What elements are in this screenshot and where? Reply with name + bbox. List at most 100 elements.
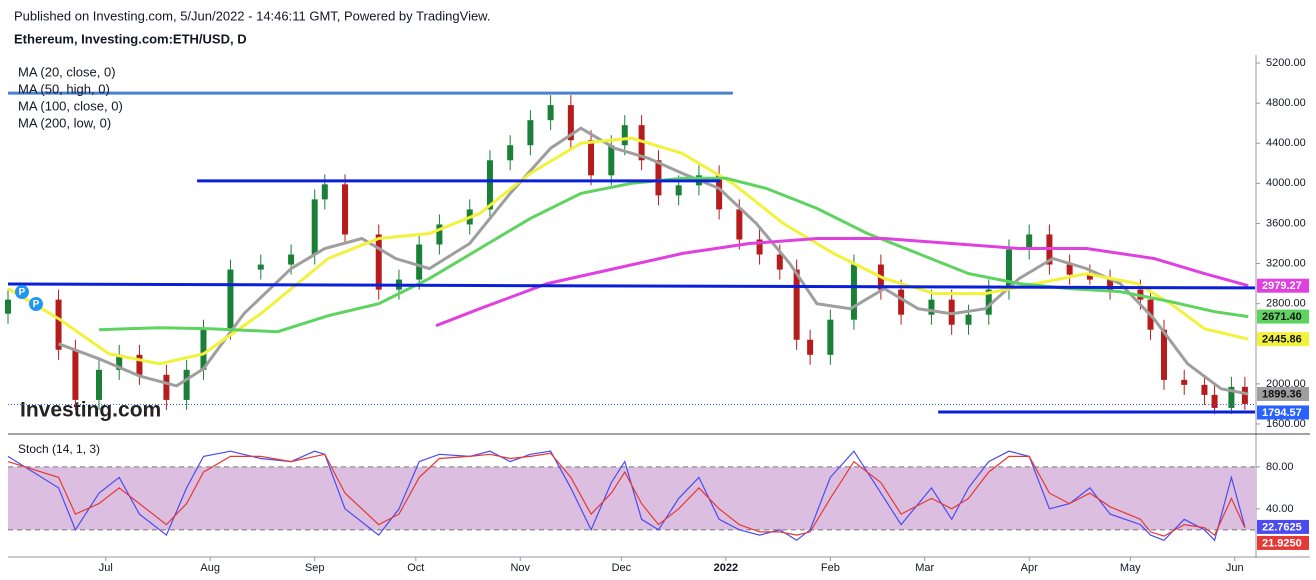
candle-body — [965, 314, 972, 325]
candle-body — [416, 244, 423, 280]
end-label: 1899.36 — [1262, 388, 1302, 400]
x-tick-label: Feb — [821, 562, 840, 574]
x-tick-label: Aug — [200, 562, 220, 574]
event-marker-label: P — [33, 299, 40, 310]
candle-body — [183, 369, 190, 400]
event-marker — [15, 285, 29, 299]
y-tick-label: 3600.00 — [1266, 217, 1306, 229]
candle-body — [675, 185, 682, 196]
candle-body — [321, 184, 328, 200]
stoch-line — [7, 450, 1246, 542]
event-marker-label: P — [19, 287, 26, 298]
candle-body — [116, 354, 123, 370]
legend-entry: MA (50, high, 0) — [18, 81, 110, 96]
candle-body — [1086, 274, 1093, 280]
candle-body — [1066, 264, 1073, 275]
candle-body — [716, 175, 723, 210]
candle-body — [1228, 386, 1235, 408]
y-tick-label: 1600.00 — [1266, 418, 1306, 430]
candle-body — [200, 329, 207, 370]
x-tick-label: Sep — [305, 562, 325, 574]
candle-body — [311, 199, 318, 255]
candle-body — [507, 145, 514, 161]
candle-body — [1201, 384, 1208, 395]
candle-body — [898, 289, 905, 315]
y-tick-label: 4000.00 — [1266, 177, 1306, 189]
candle-body — [527, 120, 534, 146]
y-tick-label: 4400.00 — [1266, 137, 1306, 149]
candle-body — [288, 254, 295, 265]
candle-body — [1005, 249, 1012, 290]
candle-body — [55, 299, 62, 350]
legend-entry: MA (100, close, 0) — [18, 98, 123, 113]
candle-body — [1211, 394, 1218, 408]
end-label: 21.9250 — [1262, 537, 1302, 549]
x-tick-label: Dec — [612, 562, 632, 574]
x-tick-label: Jul — [99, 562, 113, 574]
end-label: 2445.86 — [1262, 334, 1302, 346]
candle-body — [5, 299, 11, 314]
x-tick-label: May — [1120, 562, 1141, 574]
end-label-bg — [1257, 278, 1309, 293]
trend-line — [7, 282, 1256, 290]
candle-body — [1181, 379, 1188, 385]
candle-body — [1241, 386, 1248, 404]
candle-body — [72, 349, 79, 400]
watermark: Investing.com — [20, 399, 161, 422]
candle-body — [621, 125, 628, 146]
stoch-title: Stoch (14, 1, 3) — [18, 442, 100, 456]
plot-area — [5, 91, 1256, 414]
candle-body — [1161, 329, 1168, 380]
stoch-line — [7, 452, 1246, 537]
candle-body — [567, 105, 574, 141]
candle-body — [1026, 234, 1033, 250]
candle-body — [807, 339, 814, 355]
x-tick-label: Jun — [1226, 562, 1244, 574]
event-marker — [29, 297, 43, 311]
y-tick-label: 80.00 — [1266, 461, 1294, 473]
symbol-title: Ethereum, Investing.com:ETH/USD, D — [14, 31, 247, 46]
candle-body — [547, 105, 554, 121]
candle-body — [486, 160, 493, 210]
candle-body — [342, 184, 349, 235]
candle-body — [827, 319, 834, 355]
legend-entry: MA (200, low, 0) — [18, 115, 111, 130]
x-tick-label: 2022 — [714, 562, 738, 574]
x-tick-label: Mar — [915, 562, 934, 574]
y-tick-label: 2000.00 — [1266, 378, 1306, 390]
candle-body — [257, 264, 264, 270]
end-label-bg — [1257, 309, 1309, 324]
end-label: 2671.40 — [1262, 311, 1302, 323]
moving-average — [7, 136, 1249, 366]
candle-body — [436, 224, 443, 245]
end-label: 22.7625 — [1262, 521, 1302, 533]
candle-body — [136, 354, 143, 375]
candle-body — [756, 239, 763, 255]
y-tick-label: 4800.00 — [1266, 97, 1306, 109]
candle-body — [608, 145, 615, 176]
candle-body — [776, 254, 783, 270]
moving-average — [98, 176, 1249, 334]
candle-body — [375, 234, 382, 290]
candle-body — [588, 140, 595, 176]
y-tick-label: 40.00 — [1266, 503, 1294, 515]
end-label-bg — [1257, 535, 1309, 550]
candle-body — [95, 369, 102, 400]
last-price-label: 1794.57 — [1262, 407, 1302, 419]
end-label: 2979.27 — [1262, 280, 1302, 292]
candle-body — [1107, 279, 1114, 290]
x-tick-label: Nov — [510, 562, 530, 574]
legend-entry: MA (20, close, 0) — [18, 64, 116, 79]
last-price-bg — [1257, 405, 1309, 420]
y-tick-label: 5200.00 — [1266, 57, 1306, 69]
candle-body — [655, 160, 662, 196]
candle-body — [163, 374, 170, 400]
moving-average — [435, 237, 1249, 328]
end-label-bg — [1257, 386, 1309, 401]
y-tick-label: 3200.00 — [1266, 257, 1306, 269]
y-tick-label: 2800.00 — [1266, 298, 1306, 310]
candle-body — [736, 209, 743, 240]
stoch-band — [8, 466, 1255, 530]
